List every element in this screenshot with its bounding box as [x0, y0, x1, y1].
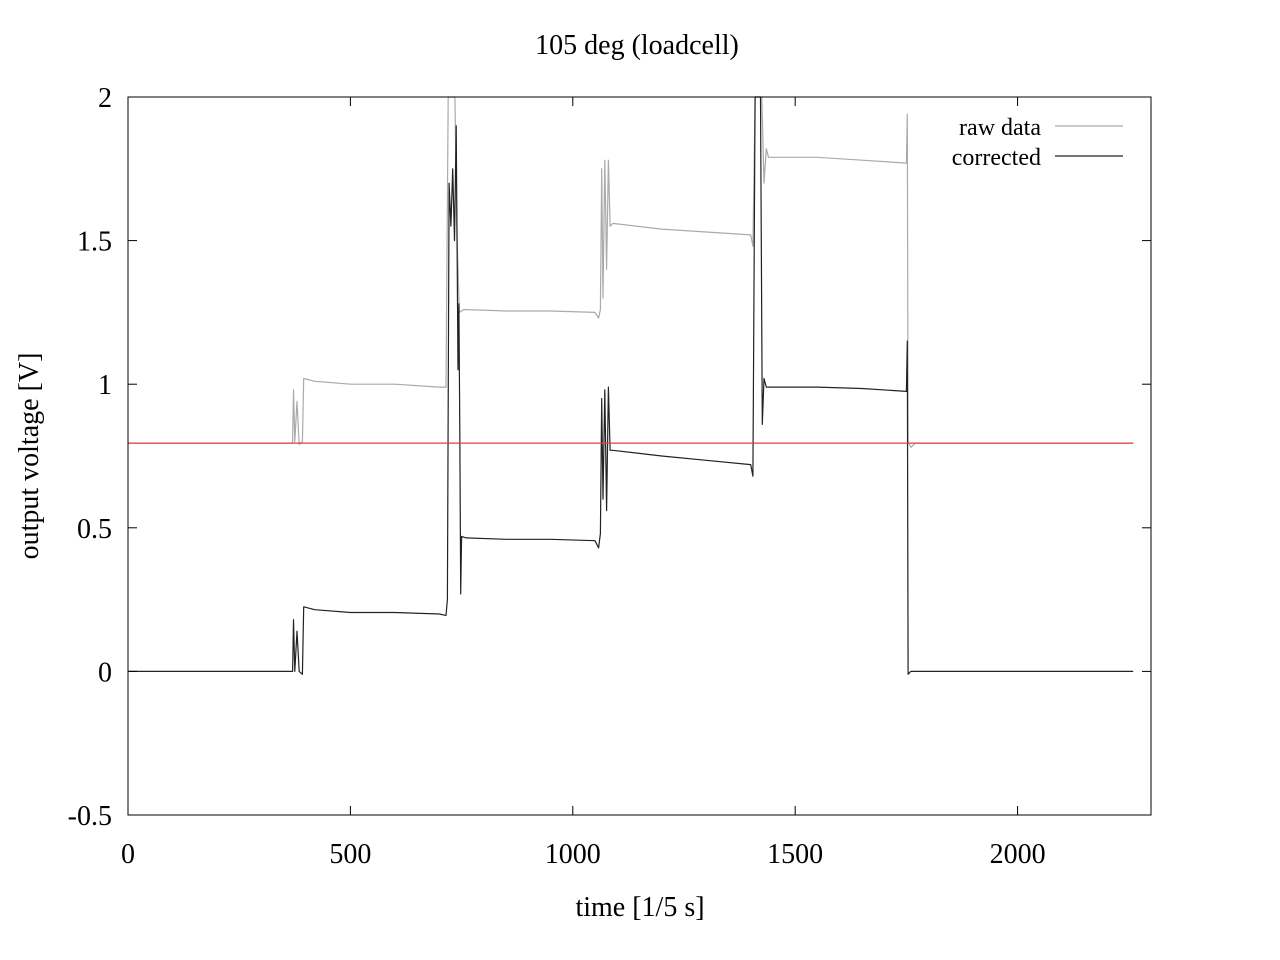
series-line-corrected [128, 96, 1134, 675]
legend: raw data corrected [952, 115, 1123, 171]
plot-frame [127, 96, 1152, 816]
x-tick-label: 500 [329, 839, 371, 870]
chart-title: 105 deg (loadcell) [535, 30, 739, 61]
y-tick-label: -0.5 [68, 801, 112, 832]
x-tick-label: 1500 [767, 839, 823, 870]
y-tick-label: 1.5 [77, 227, 112, 258]
x-tick-label: 2000 [990, 839, 1046, 870]
y-tick-label: 0.5 [77, 514, 112, 545]
legend-label-raw-data: raw data [959, 115, 1041, 141]
x-axis-label: time [1/5 s] [575, 892, 704, 923]
legend-label-corrected: corrected [952, 145, 1041, 171]
y-tick-label: 2 [98, 83, 112, 114]
series-layer [128, 96, 1134, 675]
y-tick-label: 0 [98, 657, 112, 688]
ticks-layer: 0 500 1000 1500 2000 -0.5 0 0.5 1 1.5 2 [68, 83, 1151, 870]
series-line-raw-data [128, 96, 1134, 448]
x-tick-label: 1000 [545, 839, 601, 870]
y-tick-label: 1 [98, 370, 112, 401]
x-tick-label: 0 [121, 839, 135, 870]
y-axis-label: output voltage [V] [14, 353, 45, 560]
